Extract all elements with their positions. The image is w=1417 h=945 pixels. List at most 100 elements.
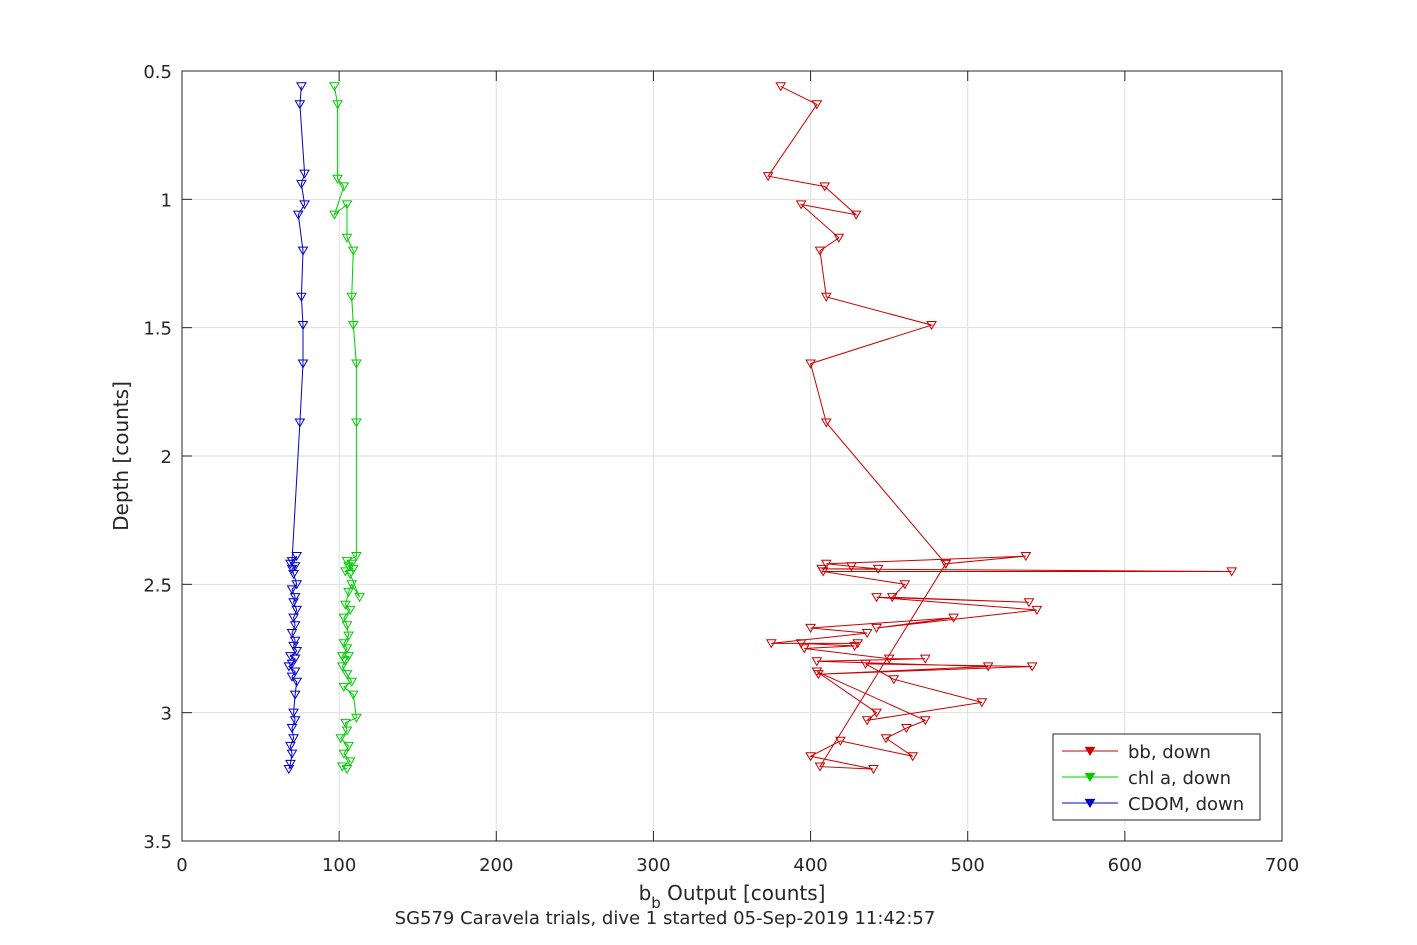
data-point-cdom-down [289, 667, 301, 677]
data-point-cdom-down [286, 629, 298, 639]
data-point-bb-down [820, 292, 832, 302]
data-point-cdom-down [291, 580, 303, 590]
data-point-cdom-down [299, 200, 310, 210]
data-point-chl-a-down [346, 677, 358, 687]
data-point-chl-a-down [341, 200, 353, 210]
data-point-chl-a-down [341, 726, 353, 736]
legend-label-chl-a-down: chl a, down [1128, 768, 1231, 789]
data-point-bb-down [814, 246, 826, 256]
data-point-bb-down [907, 752, 919, 762]
data-point-bb-down [886, 593, 898, 603]
data-point-bb-down [805, 359, 816, 369]
data-point-chl-a-down [329, 210, 340, 220]
data-point-cdom-down [286, 723, 298, 734]
data-point-bb-down [940, 559, 952, 569]
data-point-cdom-down [283, 765, 295, 775]
data-point-chl-a-down [332, 174, 343, 184]
data-point-chl-a-down [332, 100, 343, 110]
data-point-chl-a-down [341, 557, 353, 567]
data-point-bb-down [919, 716, 931, 726]
data-point-chl-a-down [336, 762, 348, 772]
x-tick-label: 400 [793, 855, 827, 876]
data-point-cdom-down [286, 564, 298, 574]
data-point-chl-a-down [351, 552, 362, 562]
data-point-cdom-down [297, 359, 309, 369]
data-point-cdom-down [292, 210, 304, 220]
data-point-cdom-down [285, 741, 296, 752]
data-point-bb-down [811, 667, 823, 677]
data-point-bb-down [765, 639, 777, 649]
data-point-cdom-down [288, 734, 299, 744]
data-point-bb-down [883, 654, 895, 664]
data-point-bb-down [919, 654, 931, 664]
x-tick-label: 600 [1108, 855, 1142, 876]
data-point-bb-down [899, 580, 911, 590]
data-point-bb-down [861, 716, 873, 726]
data-point-bb-down [835, 736, 846, 746]
x-axis-label-subscript: b [651, 894, 661, 912]
data-point-chl-a-down [336, 662, 348, 672]
x-tick-label: 200 [479, 855, 513, 876]
data-point-bb-down [849, 641, 860, 651]
data-point-cdom-down [289, 716, 301, 726]
data-point-cdom-down [289, 621, 301, 631]
data-point-chl-a-down [340, 567, 351, 577]
series-layer [283, 82, 1238, 775]
data-point-bb-down [833, 233, 845, 243]
data-point-chl-a-down [344, 569, 356, 580]
data-point-cdom-down [294, 418, 306, 428]
data-point-cdom-down [288, 598, 299, 608]
data-point-cdom-down [288, 613, 299, 623]
data-point-bb-down [852, 639, 864, 649]
y-tick-label: 2.5 [143, 575, 172, 596]
x-axis-label: bb Output [counts] [639, 881, 826, 912]
y-tick-label: 2 [161, 447, 172, 468]
legend-label-bb-down: bb, down [1128, 742, 1211, 763]
y-tick-label: 3.5 [143, 832, 172, 853]
data-point-chl-a-down [343, 741, 354, 752]
data-point-chl-a-down [354, 593, 365, 603]
data-point-chl-a-down [347, 690, 359, 700]
data-point-chl-a-down [346, 580, 358, 590]
data-point-chl-a-down [340, 600, 351, 610]
data-point-chl-a-down [343, 631, 354, 641]
data-point-chl-a-down [351, 713, 362, 723]
data-point-bb-down [820, 559, 832, 569]
data-point-cdom-down [289, 562, 301, 572]
data-point-bb-down [1020, 552, 1032, 562]
data-point-cdom-down [286, 585, 298, 595]
data-point-chl-a-down [343, 587, 354, 598]
data-point-chl-a-down [341, 670, 353, 680]
series-bb-down [762, 82, 1238, 775]
data-point-bb-down [871, 593, 882, 603]
data-point-bb-down [1031, 605, 1043, 616]
data-point-bb-down [982, 662, 994, 672]
data-point-chl-a-down [344, 757, 356, 767]
legend-label-cdom-down: CDOM, down [1128, 794, 1244, 815]
data-point-chl-a-down [346, 559, 358, 569]
y-tick-label: 1.5 [143, 319, 172, 340]
data-point-bb-down [1026, 662, 1038, 672]
data-point-cdom-down [291, 677, 303, 687]
data-point-chl-a-down [341, 644, 353, 654]
series-cdom-down [283, 82, 310, 775]
data-point-chl-a-down [338, 182, 350, 192]
data-point-cdom-down [294, 100, 306, 110]
data-point-bb-down [798, 644, 810, 654]
data-point-cdom-down [291, 552, 303, 562]
data-point-chl-a-down [338, 682, 350, 693]
x-axis-label-main: b [639, 881, 652, 905]
x-axis-label-rest: Output [counts] [661, 881, 826, 905]
data-point-chl-a-down [341, 765, 353, 775]
data-point-bb-down [860, 659, 871, 669]
x-axis-ticks: 0 100 200 300 400 500 600 700 [176, 71, 1299, 876]
legend-entry-chl-a-down: chl a, down [1062, 768, 1231, 789]
x-tick-label: 700 [1265, 855, 1299, 876]
legend-entry-cdom-down: CDOM, down [1062, 794, 1244, 815]
legend-entries: bb, down chl a, down CDOM, down [1062, 742, 1244, 815]
data-point-cdom-down [289, 654, 301, 664]
data-point-bb-down [871, 623, 882, 634]
data-point-chl-a-down [338, 639, 350, 649]
data-point-chl-a-down [338, 749, 350, 759]
